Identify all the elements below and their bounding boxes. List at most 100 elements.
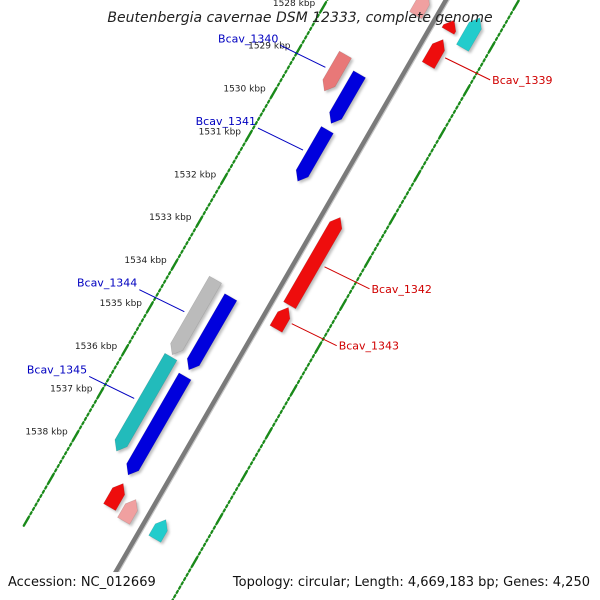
tick-mark (212, 193, 216, 199)
gene-label[interactable]: Bcav_1341 (196, 115, 256, 128)
tick-mark (130, 335, 135, 340)
gene-arrow[interactable] (283, 216, 343, 310)
tick-label: 1535 kbp (100, 299, 143, 309)
tick-mark (128, 339, 132, 344)
tick-mark (311, 354, 316, 359)
tick-mark (229, 163, 234, 169)
gene-arrow[interactable] (441, 19, 457, 35)
gene-arrow[interactable] (421, 39, 445, 70)
tick-mark (22, 516, 30, 527)
tick-mark (182, 245, 187, 250)
tick-mark (427, 152, 432, 157)
gene-arrow[interactable] (329, 70, 367, 124)
tick-mark (432, 143, 437, 149)
tick-mark (284, 69, 288, 74)
backbone-line (113, 0, 450, 575)
tick-mark (254, 120, 258, 126)
gene-arrow[interactable] (269, 306, 291, 333)
tick-mark (252, 125, 256, 130)
gene-arrow[interactable] (103, 483, 126, 512)
gene-arrow[interactable] (186, 293, 238, 371)
tick-mark (299, 375, 303, 380)
gene-arrow[interactable] (170, 275, 223, 356)
tick-mark (425, 156, 429, 162)
tick-mark (113, 365, 117, 370)
tick-mark (115, 361, 120, 366)
gene-label[interactable]: Bcav_1340 (218, 32, 278, 45)
gene-arrow[interactable] (114, 352, 178, 452)
tick-mark (423, 161, 427, 166)
tick-mark (244, 138, 249, 143)
gene-label-leader (257, 127, 304, 151)
tick-label: 1537 kbp (50, 385, 93, 395)
tick-mark (108, 373, 112, 379)
gene-label-leader (291, 323, 337, 347)
tick-mark (237, 482, 241, 487)
tick-mark (247, 465, 251, 470)
tick-mark (470, 79, 474, 84)
tick-mark (145, 309, 150, 314)
tick-mark (420, 165, 424, 170)
tick-mark (110, 369, 115, 374)
tick-mark (187, 236, 192, 241)
tick-mark (207, 202, 211, 207)
tick-mark (227, 168, 231, 173)
tick-mark (447, 118, 452, 123)
genome-backbone (113, 0, 450, 575)
tick-mark (316, 13, 320, 19)
tick-mark (284, 401, 288, 406)
gene-label[interactable]: Bcav_1344 (77, 277, 137, 290)
tick-mark (479, 62, 484, 67)
tick-mark (279, 409, 283, 415)
tick-mark (313, 18, 318, 23)
gene-arrow[interactable] (295, 125, 334, 182)
tick-mark (66, 446, 70, 452)
gene-label[interactable]: Bcav_1343 (339, 340, 399, 353)
tick-mark (234, 486, 239, 492)
tick-mark (68, 442, 73, 447)
gene-arrow[interactable] (455, 17, 482, 52)
tick-mark (232, 491, 236, 496)
tick-mark (182, 576, 187, 582)
tick-mark (306, 362, 311, 367)
tick-mark (277, 414, 281, 419)
tick-mark (234, 155, 239, 160)
tick-mark (63, 451, 68, 456)
gene-features (103, 0, 482, 543)
tick-mark (54, 468, 58, 473)
gene-arrow[interactable] (117, 499, 138, 525)
tick-label: 1528 kbp (273, 0, 316, 9)
tick-mark (205, 538, 209, 543)
gene-arrow[interactable] (409, 0, 430, 20)
accession-text: Accession: NC_012669 (8, 572, 156, 594)
tick-mark (143, 313, 147, 319)
tick-mark (462, 92, 467, 97)
gene-arrow[interactable] (148, 519, 168, 543)
tick-mark (249, 461, 254, 466)
tick-mark (395, 208, 400, 213)
tick-mark (450, 113, 454, 119)
tick-mark (361, 268, 365, 273)
tick-mark (306, 30, 310, 36)
gene-label[interactable]: Bcav_1342 (372, 283, 432, 296)
gene-arrow[interactable] (126, 372, 192, 476)
gene-label[interactable]: Bcav_1345 (27, 363, 87, 376)
gene-arrow[interactable] (322, 50, 352, 92)
gene-label[interactable]: Bcav_1339 (492, 74, 552, 87)
tick-mark (308, 26, 313, 31)
tick-mark (118, 356, 122, 362)
tick-mark (158, 288, 162, 293)
tick-mark (388, 221, 392, 226)
tick-mark (403, 195, 407, 200)
tick-mark (242, 142, 246, 147)
tick-mark (289, 60, 293, 66)
gene-label-leader (444, 57, 491, 81)
tick-mark (304, 366, 308, 372)
tick-mark (177, 253, 182, 259)
tick-mark (376, 242, 380, 247)
tick-label: 1536 kbp (75, 342, 118, 352)
tick-label: 1529 kbp (248, 42, 291, 52)
